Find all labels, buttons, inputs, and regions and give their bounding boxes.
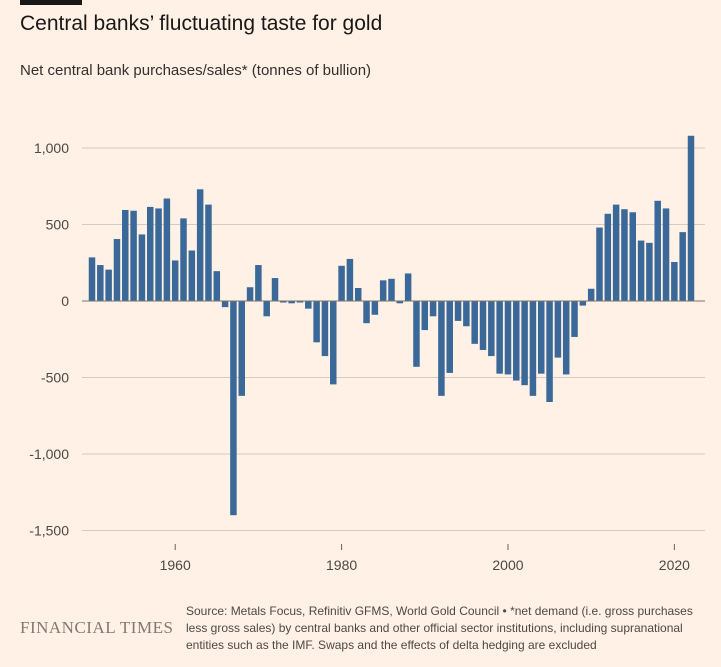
bar	[396, 301, 404, 304]
bar	[671, 261, 678, 301]
bar	[163, 198, 171, 301]
bar	[97, 265, 104, 301]
bar	[130, 210, 137, 301]
bar	[463, 301, 470, 327]
bar	[122, 209, 129, 301]
bar	[321, 301, 329, 357]
bar	[371, 301, 379, 315]
bar	[205, 204, 212, 301]
bar	[562, 301, 570, 375]
x-tick-label: 1960	[160, 557, 191, 573]
bar	[662, 208, 670, 301]
bar	[637, 240, 645, 301]
bar	[687, 135, 695, 301]
bar-chart: 1,000 500 0 -500 -1,000 -1,500 1960 1980 2000 202…	[29, 135, 705, 573]
x-tick-label: 2000	[492, 557, 523, 573]
bar	[296, 301, 304, 303]
bar	[196, 189, 204, 301]
bar	[529, 301, 537, 396]
bar	[246, 287, 254, 301]
bar	[113, 239, 121, 301]
bar	[171, 260, 179, 301]
bar	[454, 301, 462, 321]
bar	[354, 287, 362, 301]
x-tick-label: 1980	[326, 557, 357, 573]
bar	[363, 301, 370, 324]
bar	[379, 280, 387, 301]
bar	[679, 232, 686, 301]
bar	[413, 301, 420, 367]
bar	[521, 301, 528, 386]
bar	[471, 301, 478, 344]
y-tick-label: -1,500	[29, 523, 69, 539]
bar	[579, 301, 587, 306]
bar	[488, 301, 495, 357]
bar	[446, 301, 453, 373]
bar	[288, 301, 295, 304]
bar	[146, 206, 154, 301]
y-tick-label: 1,000	[34, 140, 69, 156]
bar	[646, 242, 653, 301]
bar	[330, 301, 337, 385]
bar	[255, 265, 262, 301]
bar	[513, 301, 520, 381]
bar	[621, 209, 628, 301]
bar	[429, 301, 437, 317]
bar	[138, 234, 146, 301]
bar	[155, 208, 162, 301]
bar	[188, 250, 196, 301]
bar	[504, 301, 512, 375]
bar	[496, 301, 503, 374]
bar	[587, 288, 595, 301]
bar	[221, 301, 229, 308]
bar	[230, 301, 237, 516]
ft-logo: FINANCIAL TIMES	[20, 618, 174, 637]
bar	[554, 301, 562, 358]
bar	[213, 271, 221, 301]
bar	[338, 265, 345, 301]
bar	[654, 200, 661, 301]
y-tick-label: 0	[61, 293, 69, 309]
bar	[305, 301, 312, 309]
bar	[388, 278, 395, 301]
bar	[438, 301, 445, 396]
bar	[571, 301, 578, 337]
bar	[280, 301, 287, 303]
x-tick-label: 2020	[659, 557, 690, 573]
chart-subtitle: Net central bank purchases/sales* (tonne…	[20, 62, 372, 79]
bar	[180, 218, 187, 301]
bar	[604, 213, 612, 301]
bar	[313, 301, 320, 343]
bar	[404, 273, 412, 301]
chart-title: Central banks’ fluctuating taste for gol…	[20, 12, 383, 35]
bar	[629, 212, 637, 301]
y-tick-label: -500	[41, 370, 69, 386]
bar	[596, 227, 603, 301]
top-rule	[20, 0, 82, 5]
bar	[421, 301, 429, 331]
bar	[263, 301, 270, 317]
bar	[612, 204, 620, 301]
source-note: Source: Metals Focus, Refinitiv GFMS, Wo…	[186, 604, 693, 652]
bar	[479, 301, 487, 350]
y-tick-label: -1,000	[29, 446, 69, 462]
bar	[271, 278, 279, 301]
bar	[88, 257, 96, 301]
bar	[546, 301, 553, 402]
bar	[105, 269, 112, 301]
bar	[538, 301, 545, 374]
y-tick-label: 500	[46, 217, 70, 233]
bar	[238, 301, 245, 396]
bar	[346, 258, 354, 301]
